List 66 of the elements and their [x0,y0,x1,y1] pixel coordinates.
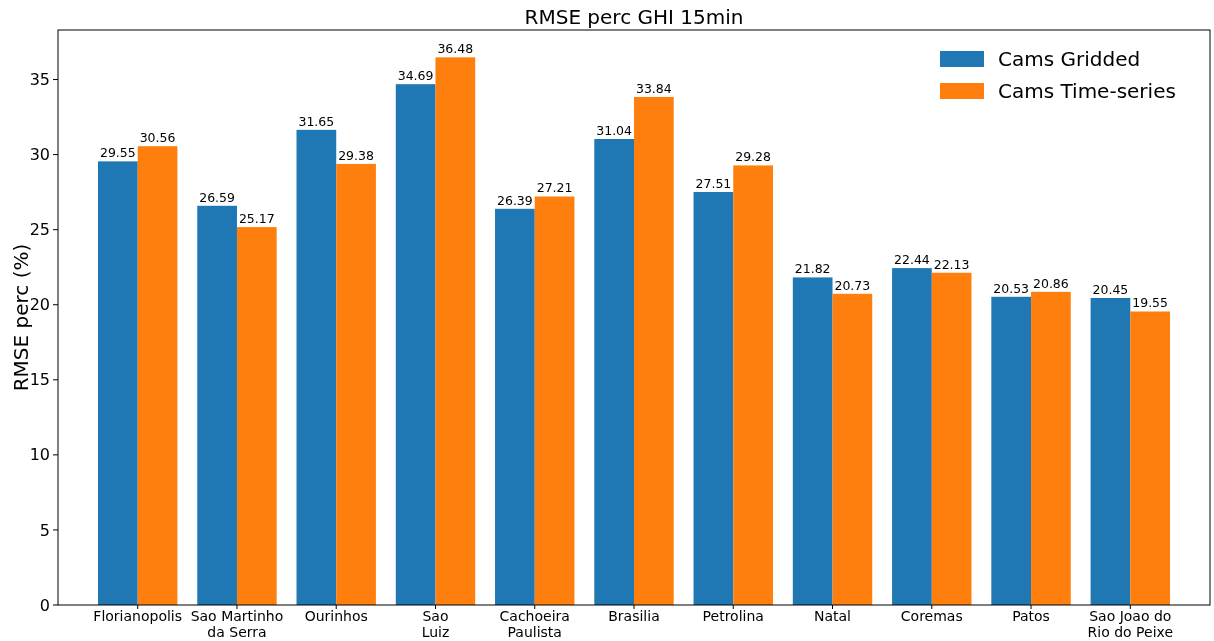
x-tick-label: Patos [1012,608,1050,624]
legend-label: Cams Time-series [998,79,1176,103]
data-label: 20.86 [1032,275,1069,291]
bar [98,161,138,605]
bar [792,277,833,605]
data-label: 25.17 [238,211,275,227]
bar [693,191,734,605]
data-label: 21.82 [794,261,831,277]
bar [1130,311,1170,605]
bar [634,96,674,605]
bar [435,57,476,605]
x-tick-label: Sao Joao do Rio do Peixe [1087,608,1174,640]
bar [931,272,972,605]
y-tick-label: 25 [29,220,50,240]
bar [594,139,634,605]
x-tick-label: Natal [814,608,852,624]
chart-title: RMSE perc GHI 15min [524,5,744,29]
data-label: 20.45 [1092,281,1129,297]
x-tick-label: Brasilia [608,608,660,624]
x-tick-label: Sao Martinho da Serra [190,608,284,640]
data-label: 31.04 [596,122,633,138]
data-label: 27.21 [536,180,573,196]
x-tick-label: Sao Luiz [421,608,450,640]
x-tick-label: Ourinhos [304,608,368,624]
y-tick-label: 35 [29,70,50,90]
data-label: 36.48 [437,41,474,57]
data-label: 27.51 [695,175,732,191]
data-label: 19.55 [1132,295,1169,311]
data-label: 33.84 [635,80,672,96]
bar [1090,297,1131,605]
data-label: 29.28 [735,149,772,165]
legend-label: Cams Gridded [998,47,1141,71]
y-tick-label: 10 [29,445,50,465]
data-label: 26.59 [199,189,236,205]
data-label: 31.65 [298,113,335,129]
y-tick-label: 20 [29,295,50,315]
bar [336,163,376,605]
data-label: 22.13 [933,256,970,272]
bar [1031,291,1071,605]
bar [395,84,436,605]
x-tick-label: Florianopolis [93,608,183,624]
data-label: 20.53 [993,280,1030,296]
bar [236,227,277,605]
y-tick-label: 30 [29,145,50,165]
bar [534,196,575,605]
y-tick-label: 5 [39,520,50,540]
data-label: 29.55 [99,145,136,161]
x-tick-label: Petrolina [702,608,764,624]
data-label: 34.69 [397,68,434,84]
bar [197,205,237,605]
bar [495,208,535,605]
data-label: 20.73 [834,277,871,293]
bar [733,165,773,605]
data-label: 29.38 [338,147,375,163]
x-tick-label: Cachoeira Paulista [499,608,570,640]
bar [892,268,932,605]
data-label: 26.39 [496,192,533,208]
bar [137,146,178,605]
data-label: 30.56 [139,130,176,146]
bar [296,129,337,605]
data-label: 22.44 [894,252,930,268]
y-tick-label: 0 [39,595,50,615]
bar [832,293,873,605]
y-tick-label: 15 [29,370,50,390]
bar [991,296,1032,605]
x-tick-label: Coremas [900,608,963,624]
